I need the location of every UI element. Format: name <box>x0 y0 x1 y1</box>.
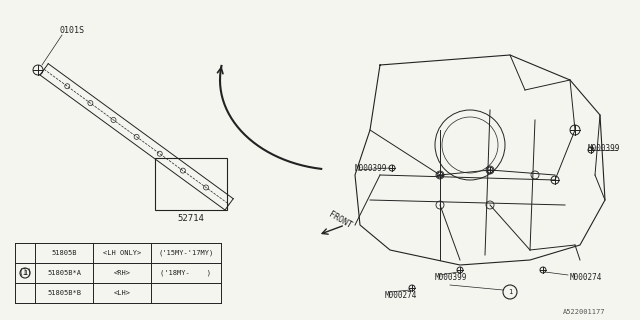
Text: M000399: M000399 <box>435 274 467 283</box>
Text: 51805B: 51805B <box>51 250 77 256</box>
Text: 51805B*A: 51805B*A <box>47 270 81 276</box>
Text: 0101S: 0101S <box>60 26 85 35</box>
Text: <LH>: <LH> <box>113 290 131 296</box>
Text: M000274: M000274 <box>570 274 602 283</box>
Text: 1: 1 <box>508 289 512 295</box>
Text: FRONT: FRONT <box>327 210 353 230</box>
Bar <box>155 158 227 210</box>
Text: M000399: M000399 <box>588 143 620 153</box>
Text: M000274: M000274 <box>385 291 417 300</box>
Text: <RH>: <RH> <box>113 270 131 276</box>
Text: ('15MY-'17MY): ('15MY-'17MY) <box>158 250 214 256</box>
Text: 1: 1 <box>23 270 27 276</box>
Text: 51805B*B: 51805B*B <box>47 290 81 296</box>
Text: <LH ONLY>: <LH ONLY> <box>103 250 141 256</box>
Text: ('18MY-    ): ('18MY- ) <box>161 270 211 276</box>
Text: (1): (1) <box>18 268 32 277</box>
Text: A522001177: A522001177 <box>563 309 605 315</box>
Text: 52714: 52714 <box>177 213 204 222</box>
Text: M000399: M000399 <box>355 164 387 172</box>
